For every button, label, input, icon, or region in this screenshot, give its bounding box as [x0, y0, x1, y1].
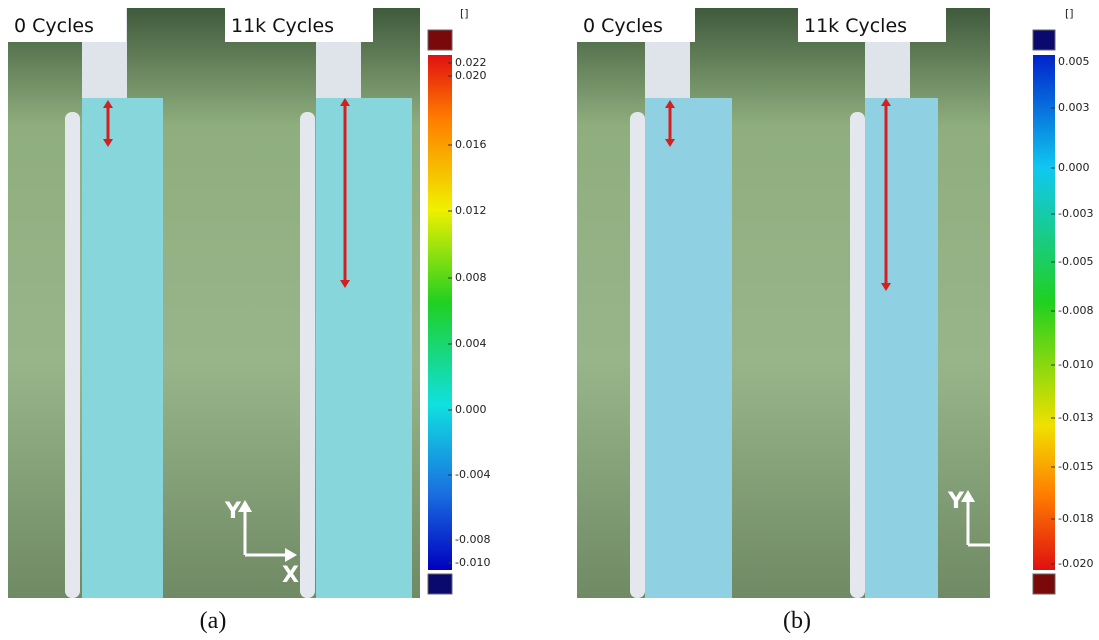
colorbar-tick-label: 0.012 [455, 204, 487, 217]
colorbar-tick-label: 0.016 [455, 138, 487, 151]
colorbar-tick-label: -0.008 [455, 533, 490, 546]
colorbar-tick-label: 0.022 [455, 56, 487, 69]
colorbar-tick-label: 0.008 [455, 271, 487, 284]
colorbar [1033, 55, 1055, 570]
axis-arrow-head [1008, 538, 1020, 552]
colorbar-unit: [] [460, 7, 469, 20]
colorbar-over [428, 30, 452, 50]
colorbar-tick-label: -0.005 [1058, 255, 1093, 268]
colorbar-unit: [] [1065, 7, 1074, 20]
figure: 0 Cycles 11k Cycles [] 0.0220.020 0.016 0.012… [0, 0, 1099, 640]
caption: 0 Cycles [14, 15, 94, 37]
caption: 0 Cycles [583, 15, 663, 37]
axis-y-label: Y [224, 499, 242, 524]
rod [65, 112, 80, 598]
colorbar-tick-label: 0.003 [1058, 101, 1090, 114]
colorbar-under [428, 574, 452, 594]
colorbar-tick-label: -0.018 [1058, 512, 1093, 525]
colorbar-tick-label: -0.010 [455, 556, 490, 569]
colorbar-tick-label: -0.013 [1058, 411, 1093, 424]
rod [850, 112, 865, 598]
colorbar-tick-label: -0.003 [1058, 207, 1093, 220]
caption: 11k Cycles [804, 15, 907, 37]
panel-label: (b) [783, 608, 811, 634]
colorbar-tick-label: 0.005 [1058, 55, 1090, 68]
specimen [645, 98, 732, 598]
axis-x-label: X [282, 563, 299, 588]
axis-y-label: Y [947, 489, 965, 514]
specimen [82, 98, 163, 598]
colorbar-tick-label: -0.008 [1058, 304, 1093, 317]
rod [300, 112, 315, 598]
specimen [316, 98, 412, 598]
colorbar-tick-label: -0.010 [1058, 358, 1093, 371]
colorbar-tick-label: -0.004 [455, 468, 490, 481]
panel-label: (a) [200, 608, 227, 634]
colorbar-tick-label: -0.020 [1058, 557, 1093, 570]
colorbar-over [1033, 30, 1055, 50]
rod [630, 112, 645, 598]
colorbar-under [1033, 574, 1055, 594]
colorbar-tick-label: 0.000 [455, 403, 487, 416]
specimen [865, 98, 938, 598]
caption: 11k Cycles [231, 15, 334, 37]
colorbar-tick-label: 0.004 [455, 337, 487, 350]
colorbar [428, 55, 452, 570]
colorbar-tick-label: 0.000 [1058, 161, 1090, 174]
axis-x-label: X [1005, 553, 1022, 578]
colorbar-tick-label: -0.015 [1058, 460, 1093, 473]
colorbar-tick-label: 0.020 [455, 69, 487, 82]
